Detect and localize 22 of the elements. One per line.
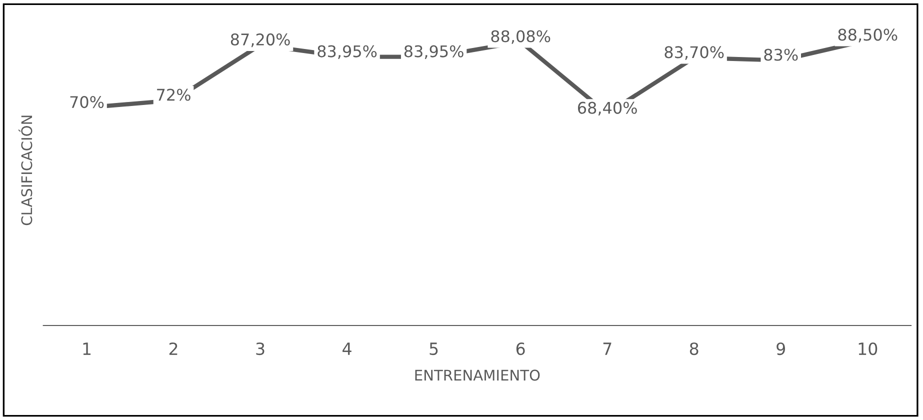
data-label: 83,95% [404,45,464,59]
data-label: 70% [70,96,104,108]
x-tick-label: 1 [83,342,91,355]
x-tick-label: 8 [690,342,698,356]
data-label: 83,95% [318,45,377,59]
data-label: 87,20% [230,33,290,48]
x-tick-label: 9 [776,342,785,356]
y-axis-title: CLASIFICACIÓN [18,116,32,226]
data-label: 88,08% [491,30,550,44]
x-tick-label: 10 [858,342,878,356]
data-label: 88,50% [838,28,898,42]
x-tick-label: 6 [516,342,525,356]
data-label: 68,40% [578,102,637,116]
x-tick-label: 5 [430,342,438,356]
x-tick-label: 3 [256,342,264,356]
x-axis-title: ENTRENAMIENTO [415,370,540,381]
x-tick-label: 4 [342,342,352,355]
x-tick-label: 2 [169,342,178,355]
data-label: 83,70% [664,46,724,60]
x-tick-label: 7 [603,342,612,355]
data-label: 83% [764,48,798,61]
data-label: 72% [157,88,190,101]
